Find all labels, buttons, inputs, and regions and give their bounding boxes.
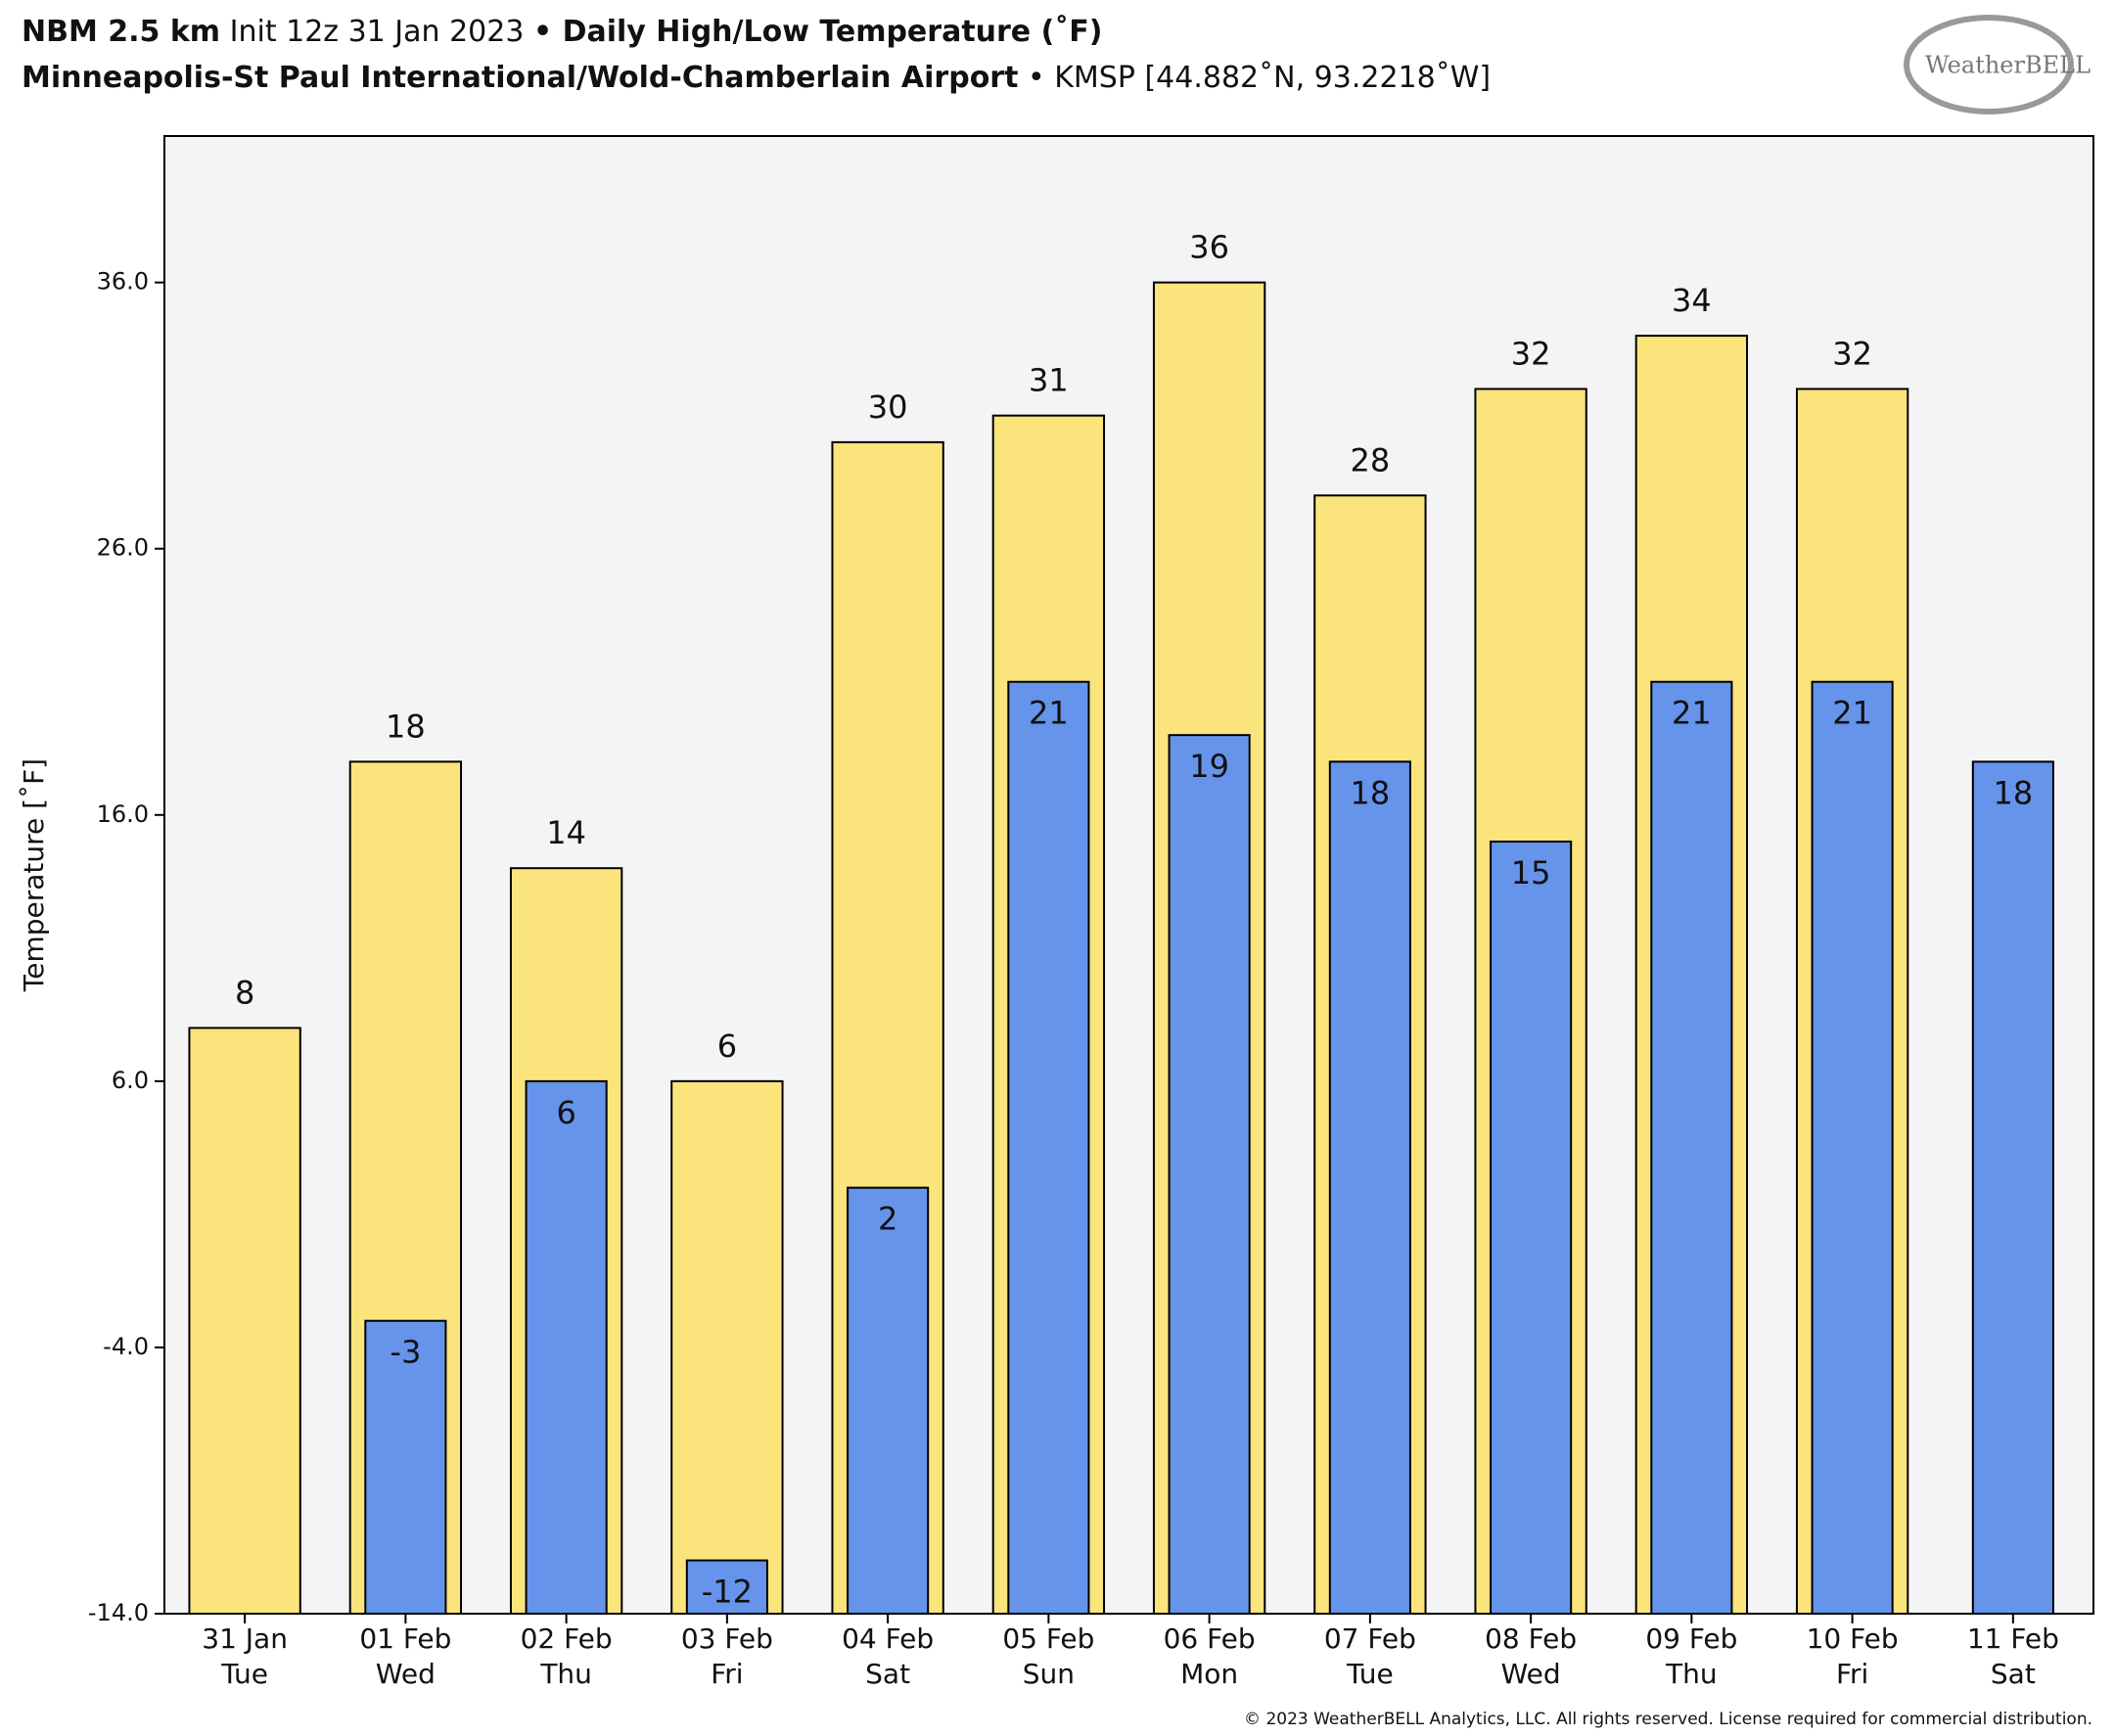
x-tick-weekday: Wed [376, 1658, 436, 1690]
value-label: 30 [868, 388, 908, 426]
value-label: 31 [1029, 362, 1069, 399]
value-label: 18 [1994, 774, 2034, 811]
low-bar [1650, 680, 1733, 1615]
x-tick-weekday: Sun [1023, 1658, 1075, 1690]
value-label: 15 [1511, 854, 1551, 891]
value-label: 21 [1832, 695, 1872, 732]
value-label: 2 [878, 1201, 897, 1238]
value-label: 21 [1029, 695, 1069, 732]
low-bar [1811, 680, 1894, 1615]
x-tick-weekday: Sat [865, 1658, 910, 1690]
logo: WeatherBELL [1925, 52, 2091, 79]
x-tick-label: 31 Jan [202, 1622, 288, 1655]
y-axis-label: Temperature [˚F] [18, 758, 50, 992]
x-tick-label: 07 Feb [1324, 1622, 1416, 1655]
value-label: 36 [1189, 229, 1229, 266]
low-bar [1971, 760, 2054, 1615]
y-tick-label: 36.0 [97, 268, 149, 296]
value-label: 18 [1351, 774, 1391, 811]
y-tick-label: 16.0 [97, 800, 149, 828]
value-label: 19 [1189, 748, 1229, 785]
high-bar [670, 1079, 784, 1615]
copyright: © 2023 WeatherBELL Analytics, LLC. All r… [1244, 1710, 2092, 1729]
title: NBM 2.5 km Init 12z 31 Jan 2023 • Daily … [22, 14, 1103, 49]
x-tick-weekday: Sat [1991, 1658, 2036, 1690]
low-bar [1490, 840, 1573, 1615]
x-tick-weekday: Thu [1665, 1658, 1718, 1690]
y-tick-label: 6.0 [112, 1067, 149, 1094]
subtitle-id: • KMSP [44.882˚N, 93.2218˚W] [1028, 61, 1491, 95]
high-bar [188, 1027, 301, 1615]
x-tick-label: 10 Feb [1807, 1622, 1899, 1655]
x-tick-label: 08 Feb [1485, 1622, 1577, 1655]
x-tick-label: 04 Feb [842, 1622, 934, 1655]
x-tick-weekday: Tue [220, 1658, 268, 1690]
subtitle: Minneapolis-St Paul International/Wold-C… [22, 61, 1491, 95]
value-label: 14 [546, 814, 586, 851]
low-bar [685, 1559, 768, 1615]
x-tick-label: 02 Feb [521, 1622, 613, 1655]
x-tick-weekday: Fri [1836, 1658, 1868, 1690]
y-tick-label: -4.0 [103, 1333, 149, 1360]
value-label: -3 [390, 1334, 421, 1371]
title-product: • Daily High/Low Temperature (˚F) [533, 14, 1103, 49]
logo-swirl [1904, 15, 2074, 114]
x-tick-weekday: Mon [1180, 1658, 1238, 1690]
title-model: NBM 2.5 km [22, 15, 220, 49]
low-bar [1328, 760, 1411, 1615]
value-label: 34 [1672, 282, 1712, 319]
low-bar [847, 1186, 930, 1615]
x-tick-weekday: Fri [711, 1658, 743, 1690]
low-bar [1168, 734, 1251, 1615]
low-bar [364, 1319, 447, 1615]
x-tick-weekday: Wed [1501, 1658, 1561, 1690]
x-tick-label: 11 Feb [1967, 1622, 2059, 1655]
low-bar [525, 1079, 608, 1615]
x-tick-label: 01 Feb [359, 1622, 451, 1655]
subtitle-station: Minneapolis-St Paul International/Wold-C… [22, 61, 1018, 95]
low-bar [1007, 680, 1090, 1615]
x-tick-label: 03 Feb [681, 1622, 773, 1655]
x-tick-weekday: Thu [539, 1658, 592, 1690]
value-label: 6 [717, 1028, 737, 1065]
value-label: 6 [556, 1094, 575, 1131]
x-tick-label: 05 Feb [1002, 1622, 1094, 1655]
value-label: 18 [386, 708, 426, 745]
x-tick-label: 09 Feb [1645, 1622, 1737, 1655]
value-label: 21 [1672, 695, 1712, 732]
y-tick-label: -14.0 [88, 1599, 149, 1626]
plot-area [163, 135, 2094, 1615]
value-label: 32 [1511, 335, 1551, 372]
value-label: 32 [1832, 335, 1872, 372]
title-init: Init 12z 31 Jan 2023 [230, 15, 525, 49]
value-label: 28 [1351, 441, 1391, 479]
x-tick-weekday: Tue [1346, 1658, 1394, 1690]
value-label: 8 [235, 974, 254, 1011]
x-tick-label: 06 Feb [1164, 1622, 1256, 1655]
y-tick-label: 26.0 [97, 534, 149, 562]
value-label: -12 [702, 1574, 753, 1611]
